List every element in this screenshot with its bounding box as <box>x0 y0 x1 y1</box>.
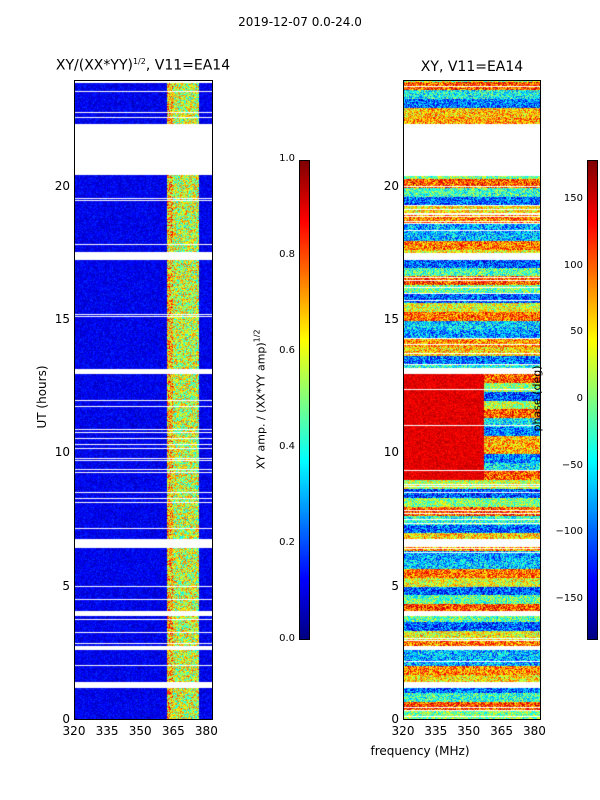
right-x-tick: 320 <box>391 724 415 738</box>
figure-title: 2019-12-07 0.0-24.0 <box>238 15 362 29</box>
phase-colorbar-tick: 50 <box>570 326 583 338</box>
right-x-tick: 365 <box>490 724 514 738</box>
amplitude-colorbar-tick: 0.2 <box>279 537 295 548</box>
left-panel-title: XY/(XX*YY)1/2, V11=EA14 <box>55 57 231 74</box>
amplitude-colorbar-label: XY amp. / (XX*YY amp)1/2 <box>252 329 268 470</box>
right-y-tick: 10 <box>383 445 399 460</box>
amplitude-colorbar-tick: 1.0 <box>279 153 295 164</box>
right-x-tick: 380 <box>522 724 546 738</box>
x-axis-label: frequency (MHz) <box>370 744 470 758</box>
left-x-tick: 365 <box>161 724 185 738</box>
left-x-tick: 350 <box>128 724 152 738</box>
left-x-tick: 335 <box>95 724 119 738</box>
left-x-tick: 320 <box>62 724 86 738</box>
phase-heatmap <box>403 80 541 720</box>
right-x-tick: 335 <box>424 724 448 738</box>
left-y-tick: 10 <box>54 445 70 460</box>
left-y-tick: 15 <box>54 312 70 326</box>
right-y-tick: 0 <box>391 712 399 726</box>
y-axis-label: UT (hours) <box>35 365 49 429</box>
amplitude-colorbar-tick: 0.6 <box>279 345 295 356</box>
phase-heatmap-canvas <box>404 81 540 719</box>
right-y-tick: 5 <box>391 578 399 593</box>
amplitude-colorbar-tick: 0.4 <box>279 441 295 452</box>
left-x-tick: 380 <box>194 724 218 738</box>
amplitude-colorbar-tick: 0.8 <box>279 249 295 260</box>
phase-colorbar-tick: 150 <box>563 193 583 204</box>
left-y-tick: 20 <box>54 178 70 193</box>
right-y-tick: 20 <box>383 178 399 193</box>
phase-colorbar <box>587 160 598 640</box>
phase-colorbar-tick: −100 <box>555 526 583 538</box>
phase-colorbar-tick: 0 <box>576 393 583 404</box>
amplitude-heatmap-canvas <box>75 81 212 719</box>
amplitude-colorbar-gradient <box>300 161 309 639</box>
phase-colorbar-gradient <box>588 161 597 639</box>
amplitude-heatmap <box>74 80 213 720</box>
amplitude-colorbar <box>299 160 310 640</box>
phase-colorbar-label: phase (deg) <box>530 365 544 432</box>
left-y-tick: 5 <box>62 578 70 593</box>
right-x-tick: 350 <box>457 724 481 738</box>
right-y-tick: 15 <box>383 312 399 326</box>
phase-colorbar-tick: 100 <box>563 259 583 271</box>
phase-colorbar-tick: −50 <box>561 459 583 471</box>
left-y-tick: 0 <box>62 712 70 726</box>
phase-colorbar-tick: −150 <box>555 593 583 604</box>
amplitude-colorbar-tick: 0.0 <box>279 633 295 644</box>
right-panel-title: XY, V11=EA14 <box>420 59 524 75</box>
